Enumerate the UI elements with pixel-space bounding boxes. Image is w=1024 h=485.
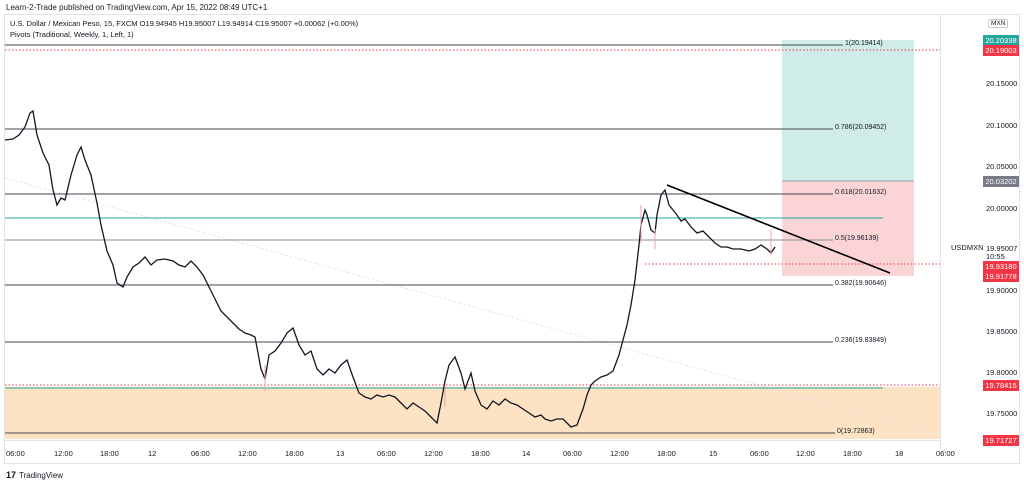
price-series [5, 109, 776, 428]
price-tick: 19.85000 [986, 327, 1018, 336]
stop-zone[interactable] [782, 181, 914, 276]
time-tick: 06:00 [750, 449, 769, 458]
chart-frame [4, 14, 1020, 464]
descending-trendline[interactable] [666, 184, 891, 274]
symbol-ohlc-line[interactable]: U.S. Dollar / Mexican Peso, 15, FXCM O19… [10, 19, 359, 28]
fib-label-05: 0.5(19.96139) [835, 235, 879, 242]
target-price-badge: 20.20338 [983, 35, 1019, 46]
tradingview-logo[interactable]: 17 TradingView [6, 470, 63, 480]
price-tick: 20.10000 [986, 121, 1018, 130]
time-tick: 18:00 [285, 449, 304, 458]
time-tick: 18:00 [843, 449, 862, 458]
bar-countdown: 10:55 [986, 252, 1005, 261]
stop-price-badge: 19.91778 [983, 271, 1019, 282]
fib-label-0236: 0.236(19.83849) [835, 337, 887, 344]
time-tick: 18 [895, 449, 904, 458]
time-tick: 12:00 [424, 449, 443, 458]
chart-plot-area[interactable]: 1(20.19414) 0.786(20.09452) 0.618(20.016… [5, 15, 940, 440]
price-tick: 19.75000 [986, 409, 1018, 418]
fibonacci-retracement[interactable] [5, 44, 843, 434]
last-price: 19.95007 [986, 244, 1018, 253]
fib-label-0786: 0.786(20.09452) [835, 124, 887, 131]
price-tick: 20.00000 [986, 204, 1018, 213]
target-zone[interactable] [782, 40, 914, 181]
time-tick: 12 [148, 449, 157, 458]
chart-legend: U.S. Dollar / Mexican Peso, 15, FXCM O19… [10, 18, 358, 40]
time-tick: 18:00 [100, 449, 119, 458]
price-tick: 19.80000 [986, 368, 1018, 377]
price-axis[interactable]: MXN 20.20338 20.19003 20.15000 20.10000 … [940, 15, 1020, 450]
fib-label-0: 0(19.72863) [837, 428, 875, 435]
pivot-s1-badge: 19.78415 [983, 380, 1019, 391]
pivot-s2-badge: 19.71727 [983, 435, 1019, 446]
time-tick: 12:00 [610, 449, 629, 458]
publisher-caption: Learn-2-Trade published on TradingView.c… [6, 3, 268, 12]
price-tick: 20.15000 [986, 79, 1018, 88]
time-tick: 18:00 [471, 449, 490, 458]
currency-label[interactable]: MXN [988, 19, 1009, 28]
time-tick: 06:00 [563, 449, 582, 458]
time-axis[interactable]: 06:00 12:00 18:00 12 06:00 12:00 18:00 1… [5, 440, 955, 464]
price-tick: 19.90000 [986, 286, 1018, 295]
time-tick: 06:00 [936, 449, 955, 458]
chart-svg [5, 40, 940, 439]
time-tick: 06:00 [6, 449, 25, 458]
fib-label-0382: 0.382(19.90646) [835, 280, 887, 287]
time-tick: 12:00 [54, 449, 73, 458]
support-zone[interactable] [5, 387, 940, 439]
symbol-tag-label: USDMXN [951, 243, 984, 252]
time-tick: 06:00 [191, 449, 210, 458]
time-tick: 12:00 [238, 449, 257, 458]
indicator-line[interactable]: Pivots (Traditional, Weekly, 1, Left, 1) [10, 30, 134, 39]
price-tick: 20.05000 [986, 162, 1018, 171]
time-tick: 14 [522, 449, 531, 458]
entry-price-badge: 20.03202 [983, 176, 1019, 187]
time-tick: 15 [709, 449, 718, 458]
pivot-p-badge: 19.93180 [983, 261, 1019, 272]
time-tick: 06:00 [377, 449, 396, 458]
time-tick: 13 [336, 449, 345, 458]
fib-label-1: 1(20.19414) [845, 40, 883, 47]
tradingview-logo-icon: 17 [6, 470, 17, 480]
pivot-r-badge: 20.19003 [983, 45, 1019, 56]
fib-label-0618: 0.618(20.01632) [835, 189, 887, 196]
tradingview-logo-text: TradingView [19, 470, 64, 480]
time-tick: 18:00 [657, 449, 676, 458]
time-tick: 12:00 [796, 449, 815, 458]
